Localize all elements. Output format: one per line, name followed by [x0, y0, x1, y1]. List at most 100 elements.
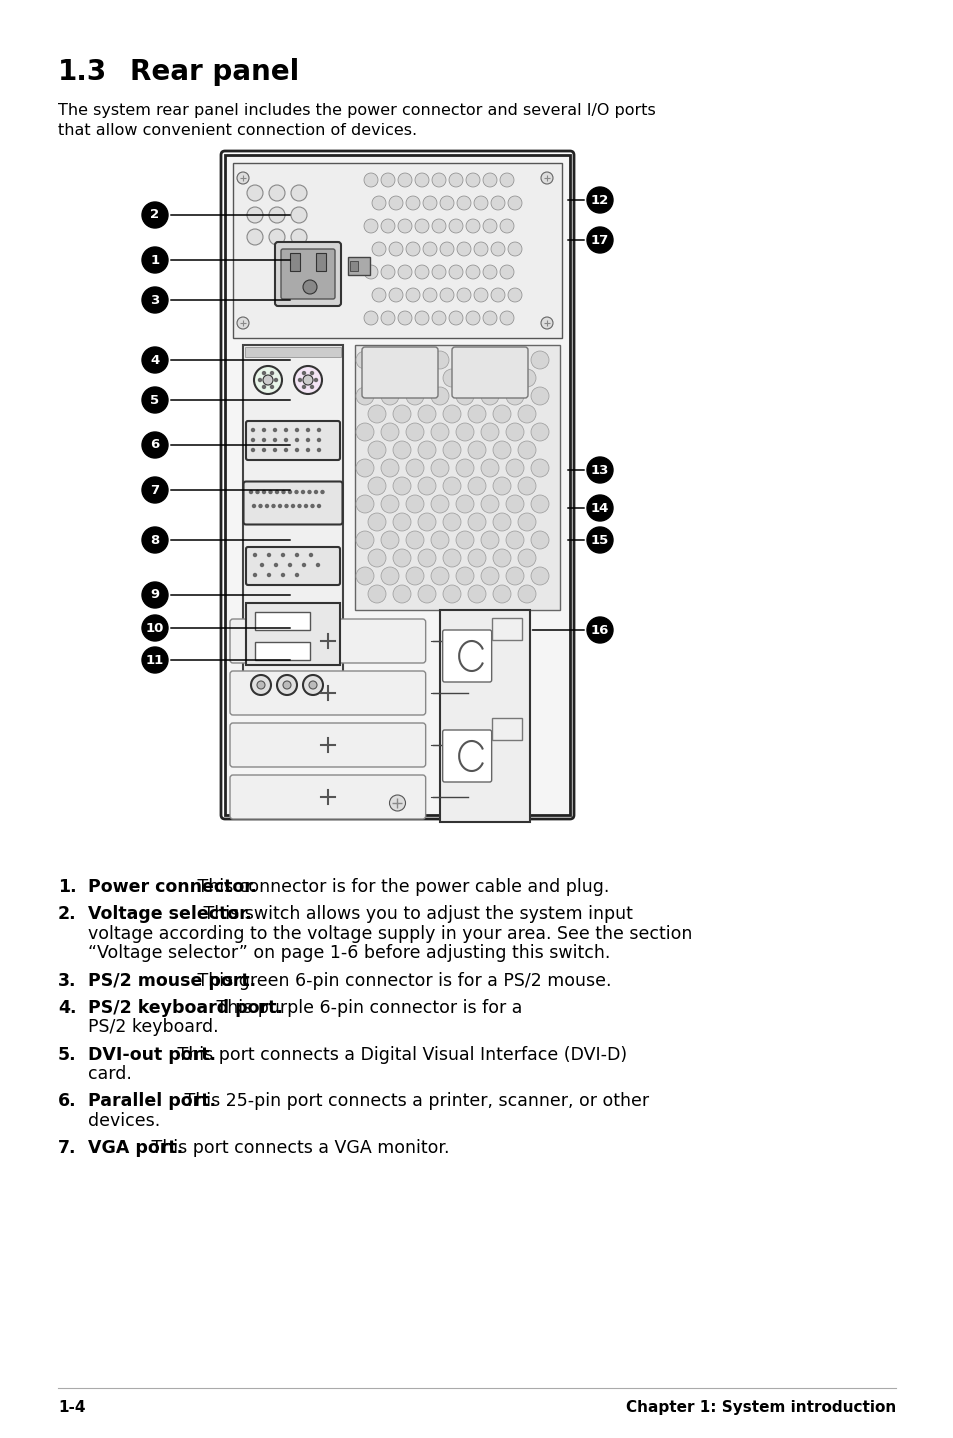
Circle shape [274, 429, 276, 431]
Circle shape [368, 513, 386, 531]
Circle shape [531, 567, 548, 585]
Circle shape [355, 387, 374, 406]
Circle shape [389, 242, 402, 256]
Circle shape [406, 423, 423, 441]
Bar [355, 345, 559, 610]
Circle shape [142, 477, 168, 503]
Circle shape [393, 513, 411, 531]
Circle shape [393, 549, 411, 567]
Circle shape [493, 441, 511, 459]
Text: 6.: 6. [58, 1093, 76, 1110]
Circle shape [431, 387, 449, 406]
Circle shape [255, 490, 258, 493]
Text: 3.: 3. [58, 972, 76, 989]
Text: 15: 15 [590, 533, 608, 546]
Circle shape [288, 564, 292, 567]
Text: 2.: 2. [58, 906, 76, 923]
Circle shape [406, 567, 423, 585]
Circle shape [540, 316, 553, 329]
Circle shape [397, 265, 412, 279]
Circle shape [586, 617, 613, 643]
Text: This port connects a VGA monitor.: This port connects a VGA monitor. [147, 1139, 450, 1158]
Text: VGA port.: VGA port. [88, 1139, 183, 1158]
Circle shape [281, 554, 284, 557]
Circle shape [442, 406, 460, 423]
Circle shape [468, 549, 485, 567]
Text: This green 6-pin connector is for a PS/2 mouse.: This green 6-pin connector is for a PS/2… [192, 972, 611, 989]
Circle shape [505, 351, 523, 370]
Circle shape [456, 531, 474, 549]
Circle shape [480, 351, 498, 370]
Circle shape [468, 513, 485, 531]
Circle shape [493, 406, 511, 423]
Circle shape [309, 554, 313, 557]
Circle shape [142, 526, 168, 554]
Circle shape [297, 505, 301, 508]
Text: 1-4: 1-4 [58, 1401, 86, 1415]
Circle shape [236, 316, 249, 329]
Text: “Voltage selector” on page 1-6 before adjusting this switch.: “Voltage selector” on page 1-6 before ad… [88, 945, 610, 962]
Circle shape [493, 513, 511, 531]
Circle shape [586, 526, 613, 554]
Circle shape [456, 495, 474, 513]
Circle shape [368, 370, 386, 387]
Circle shape [439, 242, 454, 256]
Circle shape [142, 201, 168, 229]
Circle shape [389, 288, 402, 302]
Circle shape [281, 574, 284, 577]
Circle shape [368, 441, 386, 459]
Circle shape [274, 439, 276, 441]
Circle shape [295, 429, 298, 431]
Circle shape [406, 459, 423, 477]
Circle shape [442, 477, 460, 495]
Circle shape [491, 242, 504, 256]
Circle shape [507, 288, 521, 302]
Circle shape [442, 549, 460, 567]
Circle shape [262, 490, 265, 493]
Circle shape [364, 173, 377, 187]
FancyBboxPatch shape [246, 546, 339, 585]
Circle shape [247, 207, 263, 223]
Circle shape [278, 505, 281, 508]
Circle shape [474, 196, 488, 210]
Circle shape [306, 449, 309, 452]
Circle shape [389, 196, 402, 210]
Circle shape [304, 505, 307, 508]
Text: This connector is for the power cable and plug.: This connector is for the power cable an… [192, 879, 609, 896]
Circle shape [417, 406, 436, 423]
Text: 8: 8 [151, 533, 159, 546]
Circle shape [236, 173, 249, 184]
Circle shape [355, 567, 374, 585]
Circle shape [142, 387, 168, 413]
Circle shape [309, 682, 316, 689]
Circle shape [294, 367, 322, 394]
Circle shape [397, 311, 412, 325]
Text: 7: 7 [151, 483, 159, 496]
Circle shape [465, 265, 479, 279]
Circle shape [531, 495, 548, 513]
Text: 1.3: 1.3 [58, 58, 107, 86]
Bar [225, 155, 569, 815]
Circle shape [380, 567, 398, 585]
Circle shape [303, 674, 323, 695]
Circle shape [262, 439, 265, 441]
FancyBboxPatch shape [361, 347, 437, 398]
Circle shape [415, 265, 429, 279]
Circle shape [380, 423, 398, 441]
Circle shape [540, 173, 553, 184]
Bar [233, 162, 561, 338]
Circle shape [317, 449, 320, 452]
Circle shape [267, 554, 271, 557]
Circle shape [406, 196, 419, 210]
Circle shape [274, 378, 277, 381]
Text: 2: 2 [151, 209, 159, 221]
Text: that allow convenient connection of devices.: that allow convenient connection of devi… [58, 124, 416, 138]
Circle shape [517, 585, 536, 603]
Circle shape [393, 441, 411, 459]
FancyBboxPatch shape [442, 630, 491, 682]
Circle shape [269, 186, 285, 201]
Text: Rear panel: Rear panel [130, 58, 299, 86]
Circle shape [380, 265, 395, 279]
Circle shape [449, 265, 462, 279]
Bar [439, 610, 529, 823]
